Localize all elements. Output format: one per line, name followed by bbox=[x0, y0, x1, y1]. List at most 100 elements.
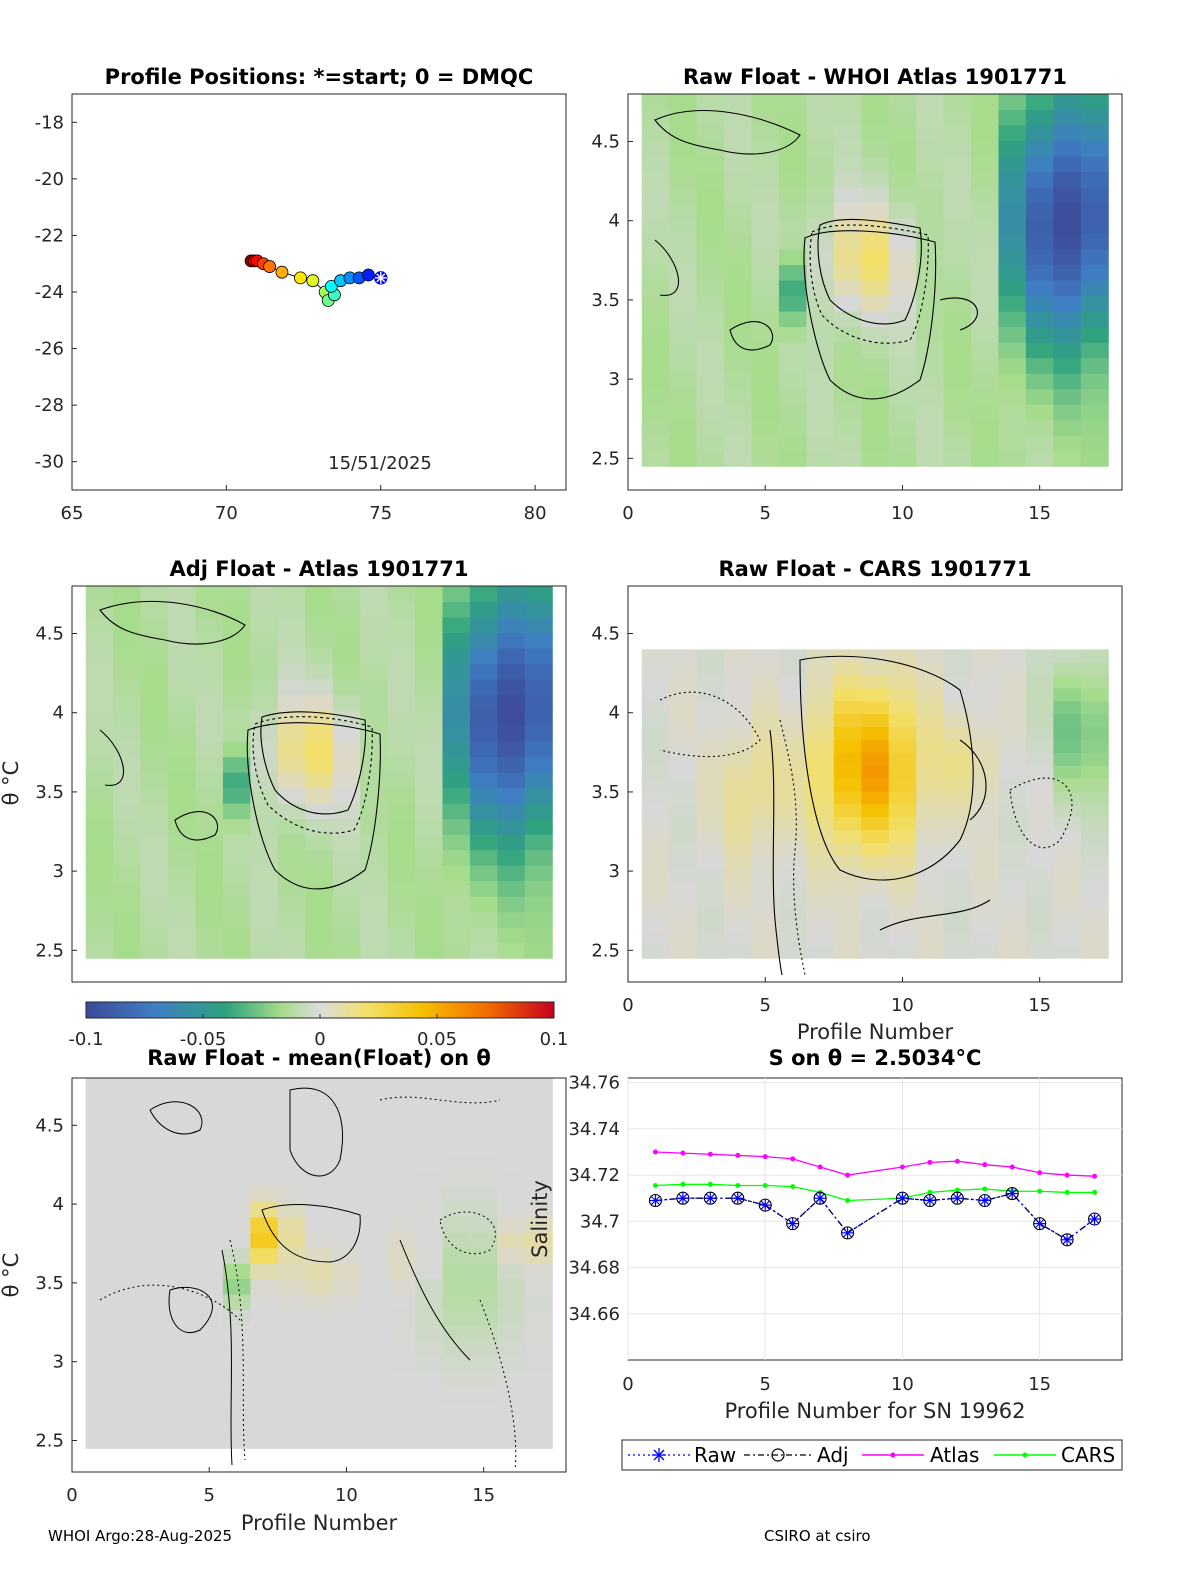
heatmap-cell bbox=[497, 834, 526, 851]
series-atlas-point bbox=[762, 1154, 768, 1160]
heatmap-cell bbox=[85, 1078, 114, 1094]
x-tick-label: 5 bbox=[203, 1485, 214, 1506]
heatmap-cell bbox=[222, 927, 251, 944]
heatmap-cell bbox=[751, 868, 780, 882]
heatmap-cell bbox=[1080, 906, 1109, 921]
heatmap-cell bbox=[833, 280, 862, 297]
heatmap-cell bbox=[943, 752, 972, 766]
heatmap-cell bbox=[971, 816, 999, 831]
heatmap-cell bbox=[1080, 109, 1109, 126]
heatmap-cell bbox=[861, 790, 890, 805]
heatmap-cell bbox=[442, 1247, 471, 1264]
heatmap-cell bbox=[113, 1324, 142, 1341]
heatmap-cell bbox=[524, 818, 553, 835]
heatmap-cell bbox=[250, 1139, 279, 1156]
heatmap-cell bbox=[916, 893, 945, 908]
heatmap-cell bbox=[778, 419, 807, 436]
heatmap-cell bbox=[332, 756, 361, 773]
heatmap-cell bbox=[751, 156, 780, 173]
heatmap-cell bbox=[724, 218, 752, 235]
heatmap-cell bbox=[195, 1108, 224, 1125]
heatmap-cell bbox=[332, 942, 361, 959]
heatmap-cell bbox=[751, 342, 780, 359]
heatmap-cell bbox=[524, 880, 553, 897]
heatmap-cell bbox=[387, 663, 416, 680]
heatmap-cell bbox=[305, 942, 334, 959]
heatmap-cell bbox=[222, 911, 251, 928]
heatmap-cell bbox=[833, 450, 862, 467]
heatmap-cell bbox=[833, 752, 862, 766]
heatmap-cell bbox=[332, 586, 361, 603]
heatmap-cell bbox=[222, 601, 251, 618]
heatmap-cell bbox=[140, 1309, 169, 1326]
heatmap-cell bbox=[524, 1402, 553, 1418]
heatmap-cell bbox=[778, 342, 807, 359]
heatmap-cell bbox=[861, 233, 890, 250]
heatmap-cell bbox=[998, 264, 1027, 281]
heatmap-cell bbox=[669, 778, 698, 792]
y-tick-label: -20 bbox=[35, 169, 64, 190]
heatmap-cell bbox=[305, 1263, 334, 1280]
heatmap-cell bbox=[497, 880, 526, 897]
heatmap-cell bbox=[998, 357, 1027, 374]
y-tick-label: 4 bbox=[609, 703, 620, 724]
heatmap-cell bbox=[998, 435, 1027, 452]
heatmap-cell bbox=[641, 342, 670, 359]
heatmap-cell bbox=[332, 1371, 361, 1388]
x-tick-label: 0 bbox=[622, 1374, 633, 1395]
heatmap-cell bbox=[332, 1355, 361, 1372]
heatmap-cell bbox=[305, 601, 334, 618]
heatmap-cell bbox=[222, 694, 251, 711]
series-cars-point bbox=[735, 1182, 741, 1188]
heatmap-cell bbox=[113, 849, 142, 866]
heatmap-cell bbox=[806, 156, 835, 173]
y-tick-label: -28 bbox=[35, 395, 64, 416]
heatmap-cell bbox=[696, 342, 725, 359]
heatmap-cell bbox=[442, 617, 471, 634]
heatmap-cell bbox=[415, 1186, 443, 1202]
heatmap-cell bbox=[1080, 816, 1109, 831]
heatmap-cell bbox=[195, 725, 224, 742]
heatmap-cell bbox=[277, 1124, 306, 1141]
heatmap-cell bbox=[1025, 280, 1054, 297]
heatmap-cell bbox=[415, 586, 443, 603]
heatmap-cell bbox=[442, 1216, 471, 1233]
heatmap-cell bbox=[751, 187, 780, 204]
heatmap-cell bbox=[971, 945, 999, 959]
heatmap-cell bbox=[415, 756, 443, 773]
heatmap-cell bbox=[1053, 187, 1082, 204]
heatmap-cell bbox=[669, 829, 698, 843]
heatmap-cell bbox=[861, 906, 890, 921]
heatmap-cell bbox=[641, 868, 670, 882]
heatmap-cell bbox=[85, 1108, 114, 1125]
heatmap-cell bbox=[971, 778, 999, 792]
heatmap-cell bbox=[387, 632, 416, 649]
heatmap-cell bbox=[332, 1386, 361, 1403]
colorbar-tick-label: -0.05 bbox=[180, 1029, 227, 1050]
heatmap-cell bbox=[469, 1263, 498, 1280]
heatmap-cell bbox=[85, 1232, 114, 1249]
heatmap-cell bbox=[751, 311, 780, 328]
heatmap-cell bbox=[806, 881, 835, 895]
heatmap-cell bbox=[806, 829, 835, 843]
heatmap-cell bbox=[751, 855, 780, 869]
heatmap-cell bbox=[861, 388, 890, 405]
heatmap-cell bbox=[168, 694, 196, 711]
series-raw-point bbox=[759, 1199, 772, 1212]
cars-ticks: 0 5 10 152.533.544.5 bbox=[591, 624, 1051, 1016]
series-cars-line bbox=[655, 1183, 1095, 1202]
heatmap-cell bbox=[916, 280, 945, 297]
heatmap-cell bbox=[332, 601, 361, 618]
heatmap-cell bbox=[305, 1355, 334, 1372]
heatmap-cell bbox=[888, 893, 917, 908]
x-tick-label: 5 bbox=[759, 1374, 770, 1395]
heatmap-cell bbox=[113, 772, 142, 789]
heatmap-cell bbox=[1080, 752, 1109, 766]
heatmap-cell bbox=[641, 855, 670, 869]
heatmap-cell bbox=[641, 919, 670, 933]
heatmap-cell bbox=[1080, 675, 1109, 689]
heatmap-cell bbox=[724, 816, 752, 831]
heatmap-cell bbox=[277, 896, 306, 913]
heatmap-cell bbox=[415, 1309, 443, 1326]
heatmap-cell bbox=[332, 865, 361, 882]
